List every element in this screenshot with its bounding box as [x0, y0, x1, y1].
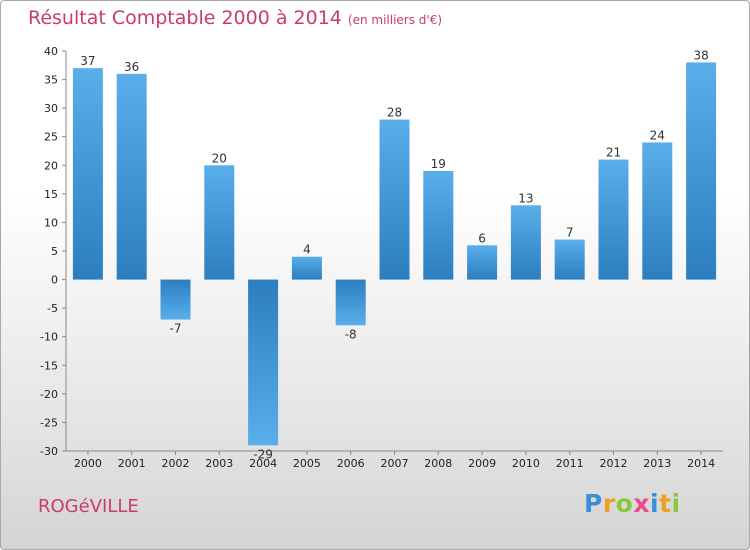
logo-letter: P [584, 489, 603, 518]
bar [510, 205, 541, 280]
x-tick-label: 2000 [74, 457, 102, 470]
x-tick-label: 2011 [556, 457, 584, 470]
y-tick-label: 20 [44, 159, 58, 172]
y-tick-label: -25 [40, 416, 58, 429]
y-tick-label: 40 [44, 45, 58, 58]
y-tick-label: 35 [44, 74, 58, 87]
data-label: 20 [212, 151, 227, 165]
proxiti-logo: Proxiti [584, 489, 681, 518]
logo-letter: i [671, 489, 681, 518]
y-tick-label: 5 [51, 245, 58, 258]
logo-letter: t [659, 489, 672, 518]
data-label: -8 [345, 327, 357, 341]
data-label: 21 [606, 146, 621, 160]
bar [160, 279, 191, 320]
data-label: 28 [387, 106, 402, 120]
data-label: 4 [303, 243, 311, 257]
logo-letter: x [633, 489, 650, 518]
x-tick-label: 2007 [381, 457, 409, 470]
y-tick-label: 30 [44, 102, 58, 115]
x-tick-label: 2001 [118, 457, 146, 470]
y-tick-label: -15 [40, 359, 58, 372]
x-tick-label: 2008 [424, 457, 452, 470]
data-label: 37 [80, 54, 95, 68]
data-label: -29 [253, 447, 273, 461]
x-tick-label: 2006 [337, 457, 365, 470]
x-tick-label: 2002 [162, 457, 190, 470]
logo-letter: i [650, 489, 660, 518]
y-tick-label: 15 [44, 188, 58, 201]
logo-letter: o [615, 489, 634, 518]
bar [379, 119, 410, 280]
data-label: 36 [124, 60, 139, 74]
y-tick-label: -30 [40, 445, 58, 458]
data-label: 13 [518, 191, 533, 205]
labels-group: 2000 37 2001 36 2002 -7 2003 20 2004-29 2005 4 2006… [74, 48, 715, 470]
bar [248, 279, 279, 446]
bar [423, 171, 454, 280]
x-tick-label: 2005 [293, 457, 321, 470]
bars-group [72, 62, 717, 446]
data-label: 6 [478, 231, 486, 245]
bar [335, 279, 366, 326]
y-tick-label: -5 [47, 302, 58, 315]
data-label: 24 [650, 128, 665, 142]
y-tick-label: -20 [40, 388, 58, 401]
chart-title: Résultat Comptable 2000 à 2014 (en millie… [28, 7, 442, 29]
x-tick-label: 2009 [468, 457, 496, 470]
x-tick-label: 2004 [249, 457, 277, 470]
axes: 40 35 30 25 20 15 10 5 0 -5 -10 -15 -20 -25 -30 [40, 45, 723, 458]
y-tick-label: 25 [44, 131, 58, 144]
commune-name: ROGéVILLE [38, 496, 139, 517]
bar [686, 62, 717, 280]
data-label: 38 [693, 48, 708, 62]
chart-title-main: Résultat Comptable 2000 à 2014 [28, 7, 342, 29]
logo-letter: r [602, 489, 616, 518]
x-tick-label: 2012 [600, 457, 628, 470]
chart-subtitle: (en milliers d'€) [347, 13, 443, 27]
x-tick-label: 2010 [512, 457, 540, 470]
y-tick-label: 10 [44, 216, 58, 229]
bar [554, 239, 585, 280]
bar [642, 142, 673, 280]
x-tick-label: 2014 [687, 457, 715, 470]
x-tick-label: 2003 [205, 457, 233, 470]
bar [204, 165, 235, 280]
bar [467, 245, 498, 280]
y-tick-label: 0 [51, 274, 58, 287]
bar [116, 73, 147, 280]
y-tick-label: -10 [40, 331, 58, 344]
data-label: 7 [566, 226, 574, 240]
x-tick-label: 2013 [643, 457, 671, 470]
data-label: 19 [431, 157, 446, 171]
bar [598, 159, 629, 280]
bar [72, 68, 103, 280]
data-label: -7 [170, 322, 182, 336]
bar [291, 256, 322, 280]
